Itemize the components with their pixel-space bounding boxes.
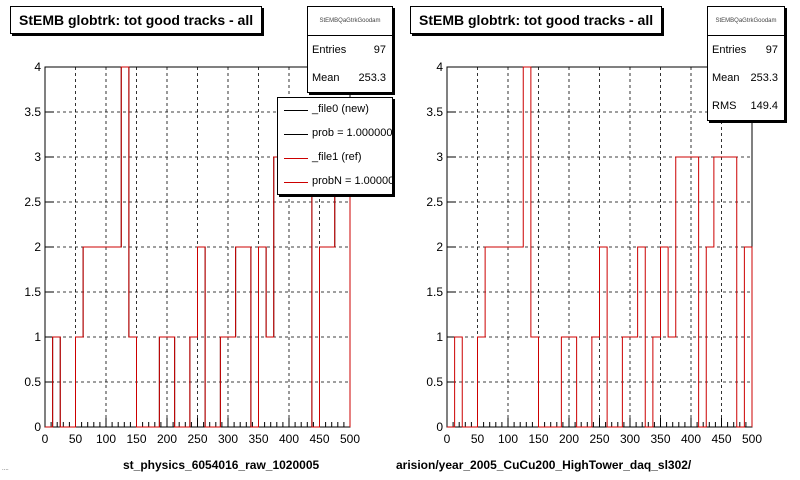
right-x-tick-label: 450 [711, 432, 731, 446]
right-y-tick-label: 2.5 [426, 195, 443, 209]
right-x-tick-label: 300 [620, 432, 640, 446]
legend-item-prob: prob = 1.000000 [278, 122, 392, 146]
left-y-tick-label: 3 [34, 150, 41, 164]
left-x-tick-label: 50 [69, 432, 83, 446]
left-y-tick-label: 0 [34, 420, 41, 434]
left-x-tick-label: 450 [309, 432, 329, 446]
legend-item-file1: _file1 (ref) [278, 146, 392, 170]
left-mean-value: 253.3 [358, 72, 386, 84]
right-x-axis-label: arision/year_2005_CuCu200_HighTower_daq_… [396, 458, 692, 472]
left-y-tick-label: 3.5 [24, 105, 41, 119]
left-entries-label: Entries [312, 44, 347, 56]
left-y-tick-label: 1.5 [24, 285, 41, 299]
left-x-tick-label: 0 [42, 432, 49, 446]
left-x-tick-label: 250 [187, 432, 207, 446]
legend-item-file0: _file0 (new) [278, 98, 392, 122]
right-x-tick-label: 100 [498, 432, 518, 446]
right-mean-value: 253.3 [750, 72, 778, 84]
legend-item-probn: probN = 1.000000 [278, 170, 392, 194]
left-x-tick-label: 200 [157, 432, 177, 446]
left-x-tick-label: 300 [218, 432, 238, 446]
right-x-tick-label: 250 [589, 432, 609, 446]
left-x-tick-label: 350 [248, 432, 268, 446]
right-entries-label: Entries [712, 44, 747, 56]
right-y-tick-label: 3 [436, 150, 443, 164]
right-x-tick-label: 200 [559, 432, 579, 446]
left-stats-name: StEMBQaGtrkGoodam [308, 7, 392, 36]
left-legend: _file0 (new) prob = 1.000000 _file1 (ref… [277, 97, 393, 195]
right-x-tick-label: 0 [444, 432, 451, 446]
left-y-tick-label: 4 [34, 60, 41, 74]
right-y-tick-label: 2 [436, 240, 443, 254]
right-x-tick-label: 500 [742, 432, 762, 446]
left-entries-value: 97 [373, 44, 386, 56]
left-y-tick-label: 2.5 [24, 195, 41, 209]
left-mean-label: Mean [312, 72, 340, 84]
footer-tiny-text: .... [2, 466, 9, 472]
right-chart-title: StEMB globtrk: tot good tracks - all [410, 6, 663, 34]
right-x-tick-label: 350 [650, 432, 670, 446]
right-rms-label: RMS [712, 100, 737, 112]
right-x-tick-label: 400 [681, 432, 701, 446]
right-y-tick-label: 0.5 [426, 375, 443, 389]
right-y-tick-label: 0 [436, 420, 443, 434]
right-y-tick-label: 1.5 [426, 285, 443, 299]
right-entries-value: 97 [765, 44, 778, 56]
right-stats-name: StEMBQaGtrkGoodam [708, 7, 784, 36]
right-rms-value: 149.4 [750, 100, 778, 112]
right-y-tick-label: 3.5 [426, 105, 443, 119]
left-stats-box: StEMBQaGtrkGoodam Entries 97 Mean 253.3 [307, 6, 393, 93]
right-y-tick-label: 4 [436, 60, 443, 74]
left-x-tick-label: 500 [340, 432, 360, 446]
right-y-tick-label: 1 [436, 330, 443, 344]
left-y-tick-label: 0.5 [24, 375, 41, 389]
left-chart-title: StEMB globtrk: tot good tracks - all [10, 6, 263, 34]
right-stats-box: StEMBQaGtrkGoodam Entries 97 Mean 253.3 RM… [707, 6, 785, 121]
right-mean-label: Mean [712, 72, 740, 84]
left-x-axis-label: st_physics_6054016_raw_1020005 [123, 458, 320, 472]
left-y-tick-label: 2 [34, 240, 41, 254]
right-series-ref [447, 66, 753, 428]
right-x-tick-label: 50 [471, 432, 485, 446]
left-x-tick-label: 150 [126, 432, 146, 446]
left-y-tick-label: 1 [34, 330, 41, 344]
left-x-tick-label: 400 [279, 432, 299, 446]
right-x-tick-label: 150 [528, 432, 548, 446]
left-x-tick-label: 100 [96, 432, 116, 446]
